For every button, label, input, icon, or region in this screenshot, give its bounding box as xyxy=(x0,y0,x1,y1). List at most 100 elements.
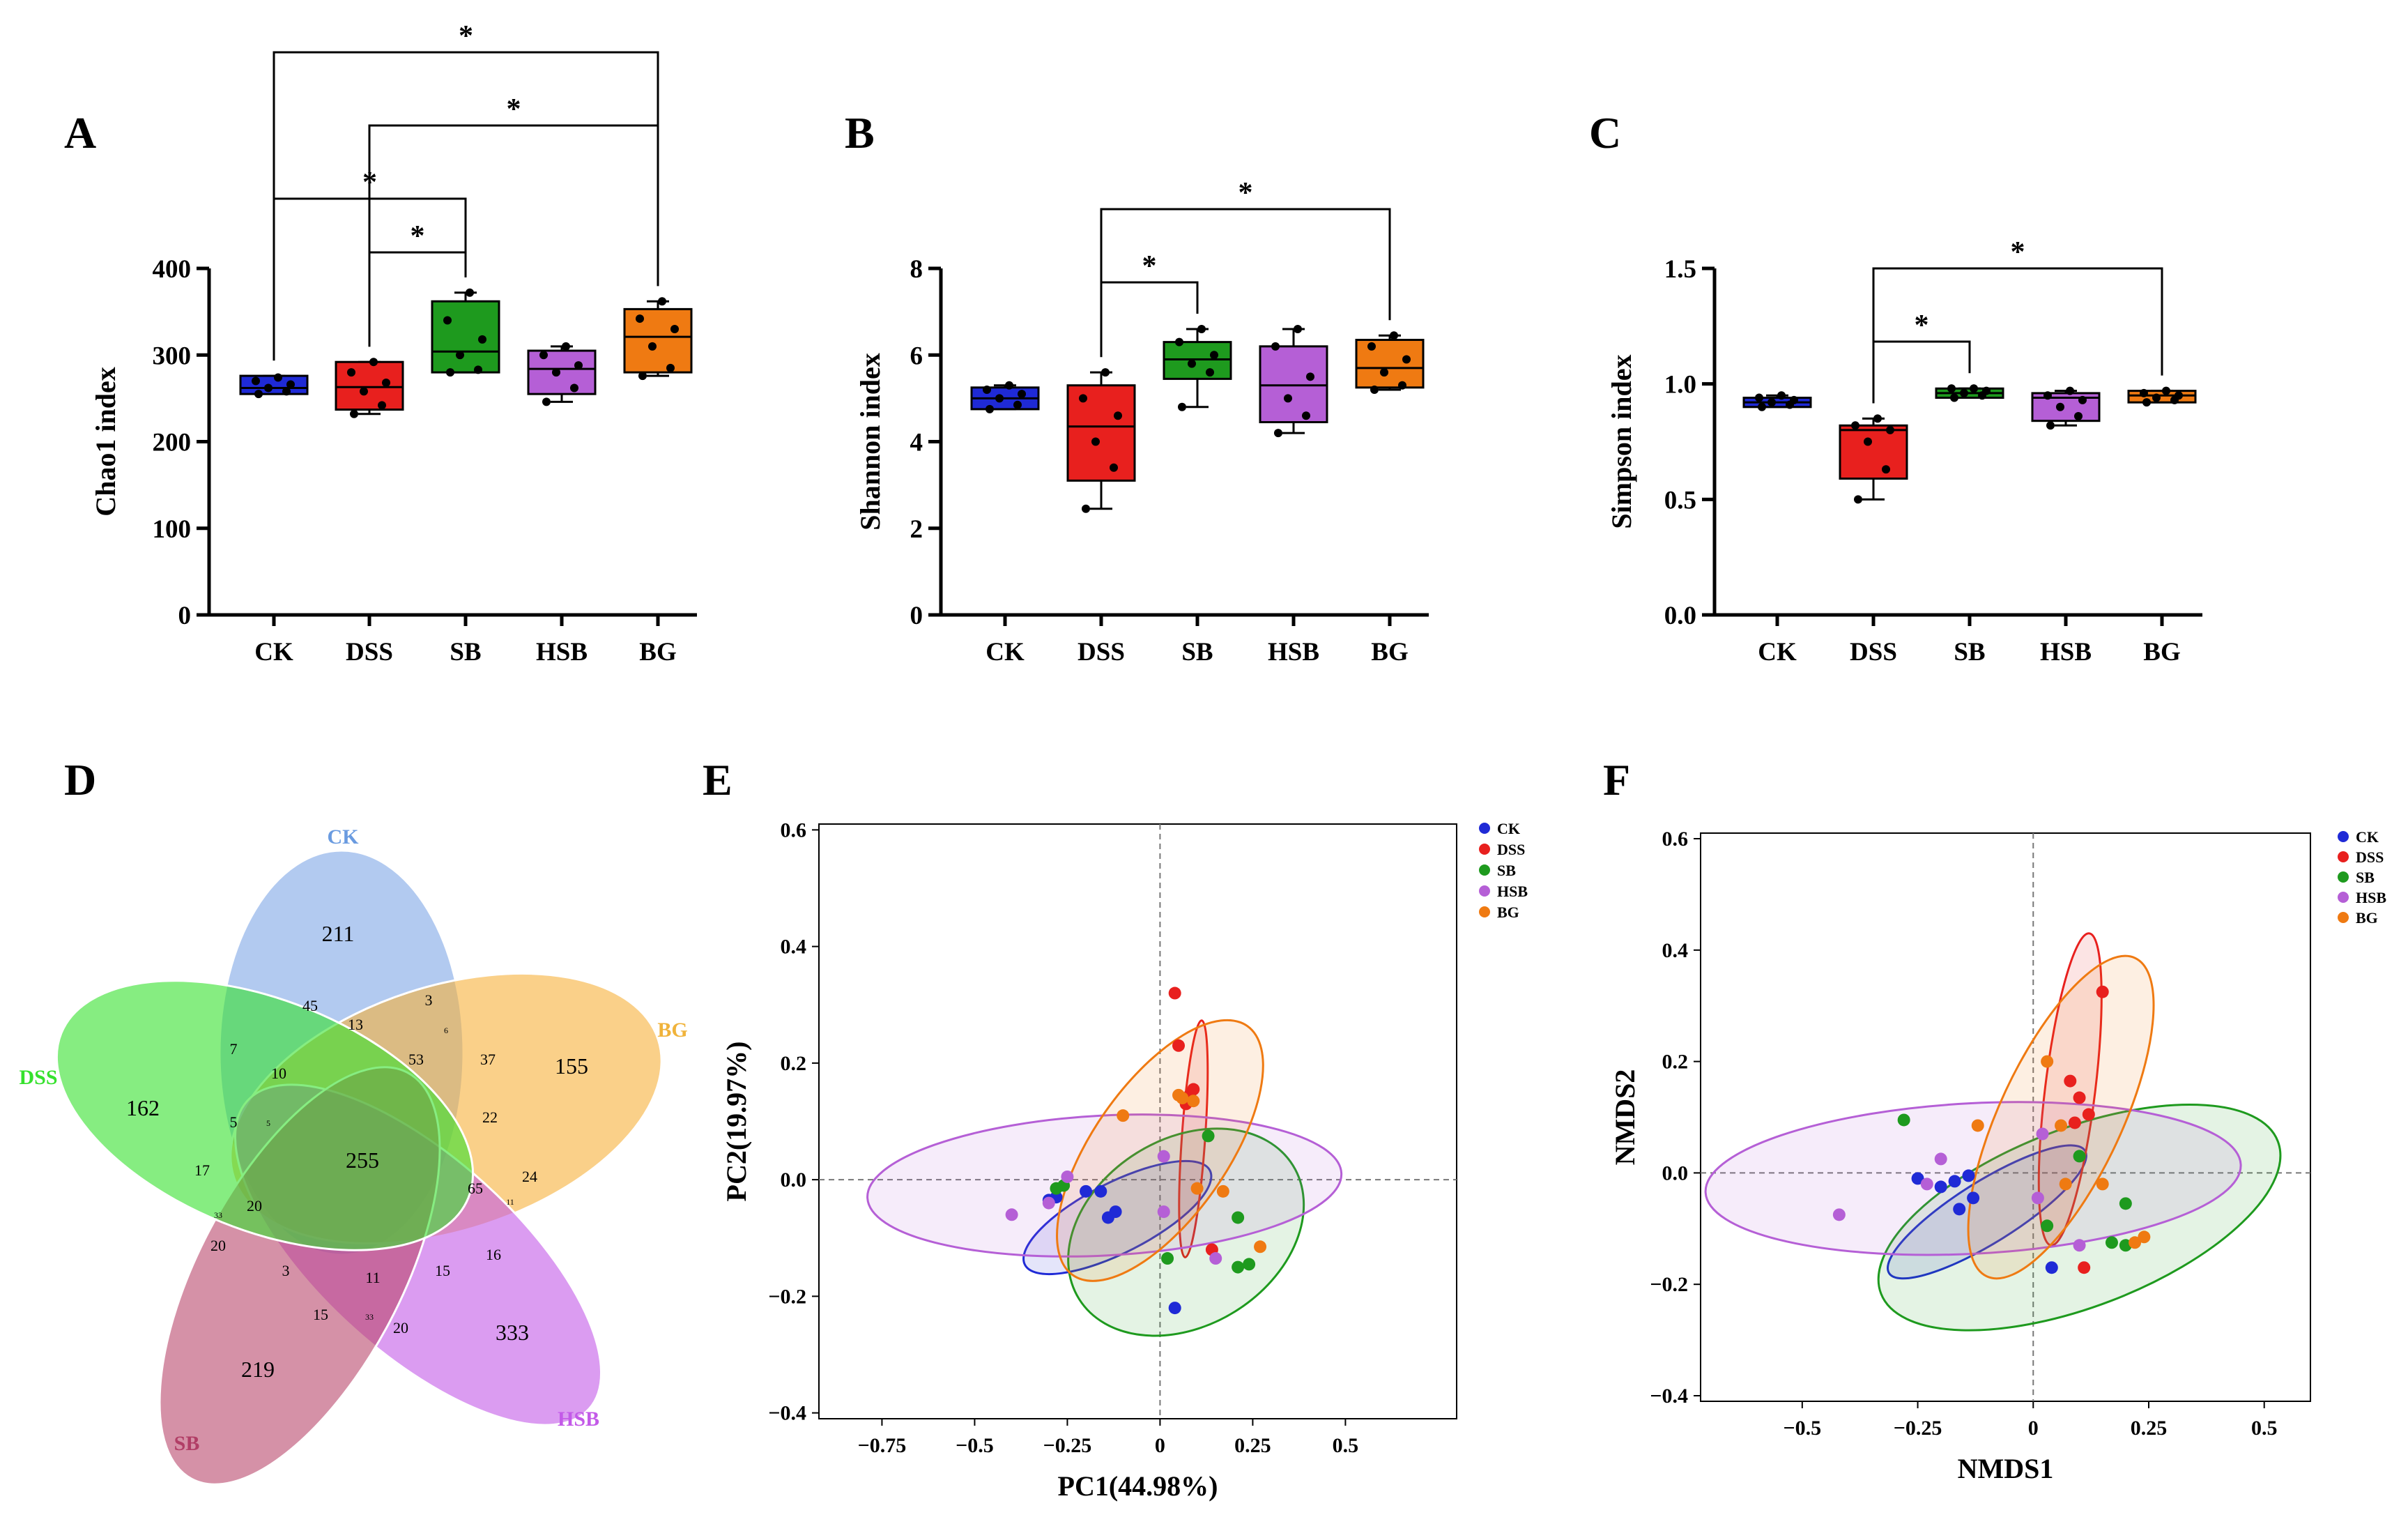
legend-label: BG xyxy=(2356,909,2378,927)
y-tick-label: 0.6 xyxy=(781,818,807,841)
sample-point-hsb xyxy=(2073,1239,2086,1252)
x-tick-label: 0.5 xyxy=(1333,1434,1359,1457)
data-point xyxy=(456,351,464,360)
significance-bracket xyxy=(1100,281,1199,358)
y-axis-label: Shannon index xyxy=(854,353,886,531)
data-point xyxy=(1864,437,1872,446)
box-sb xyxy=(431,300,500,374)
significance-bracket xyxy=(368,251,467,347)
y-tick-label: 0.0 xyxy=(1664,602,1696,630)
venn-count: 20 xyxy=(210,1237,226,1254)
x-tick-label: 0 xyxy=(1155,1434,1165,1457)
y-tick-label: 0.0 xyxy=(781,1168,807,1191)
venn-petal-dss xyxy=(55,980,475,1251)
box-dss xyxy=(1066,384,1136,482)
panel-label-f: F xyxy=(1603,755,1630,805)
x-tick-label: 0.25 xyxy=(1234,1434,1271,1457)
data-point xyxy=(1110,463,1118,472)
data-point xyxy=(1873,414,1882,423)
venn-count: 20 xyxy=(393,1319,408,1336)
plot-frame xyxy=(1700,832,2311,1402)
data-point xyxy=(1294,324,1302,333)
venn-count: 16 xyxy=(486,1246,501,1263)
venn-label-hsb: HSB xyxy=(558,1408,599,1431)
data-point xyxy=(252,376,260,386)
x-tick-label: BG xyxy=(2143,638,2180,666)
legend-label: DSS xyxy=(2356,848,2384,866)
data-point xyxy=(466,288,474,297)
sample-point-hsb xyxy=(1061,1170,1074,1183)
venn-count: 6 xyxy=(444,1026,448,1035)
legend-label: CK xyxy=(2356,828,2379,846)
x-tick-label: BG xyxy=(639,638,676,666)
significance-star: * xyxy=(1142,250,1157,282)
confidence-ellipse-hsb xyxy=(866,1113,1343,1258)
venn-count: 219 xyxy=(241,1357,275,1382)
sample-point-ck xyxy=(1094,1184,1107,1198)
legend-label: BG xyxy=(1497,904,1519,921)
data-point xyxy=(638,372,647,381)
sample-point-bg xyxy=(2138,1230,2151,1244)
data-point xyxy=(562,342,570,351)
sample-point-bg xyxy=(1216,1184,1229,1198)
panel-label-e: E xyxy=(703,755,733,805)
box-dss xyxy=(1839,424,1908,480)
sample-point-hsb xyxy=(1832,1208,1846,1221)
sample-point-bg xyxy=(1971,1119,1984,1132)
significance-star: * xyxy=(1238,177,1253,209)
data-point xyxy=(1302,411,1310,420)
y-tick-label: 0 xyxy=(910,602,923,630)
sample-point-ck xyxy=(1109,1205,1122,1219)
y-tick-label: −0.2 xyxy=(768,1285,806,1308)
y-axis-label: Simpson index xyxy=(1606,354,1637,528)
data-point xyxy=(1178,402,1186,411)
venn-count: 45 xyxy=(302,997,318,1014)
x-axis-label: PC1(44.98%) xyxy=(1058,1470,1218,1502)
x-tick-label: DSS xyxy=(1078,638,1125,666)
venn-count: 255 xyxy=(346,1148,379,1173)
venn-count: 333 xyxy=(496,1320,529,1345)
x-tick-label: HSB xyxy=(1268,638,1319,666)
legend-marker-sb xyxy=(1479,864,1490,876)
sample-point-bg xyxy=(2096,1178,2109,1191)
x-tick-label: CK xyxy=(254,638,293,666)
sample-point-dss xyxy=(1172,1039,1186,1052)
data-point xyxy=(1947,384,1956,393)
venn-count: 22 xyxy=(482,1108,498,1126)
y-tick-label: −0.2 xyxy=(1650,1273,1688,1296)
y-tick-label: 100 xyxy=(153,515,192,544)
sample-point-dss xyxy=(2078,1261,2091,1274)
data-point xyxy=(264,383,273,393)
y-tick-label: 0.2 xyxy=(1662,1051,1689,1074)
data-point xyxy=(986,404,994,413)
data-point xyxy=(1402,355,1411,364)
venn-count: 155 xyxy=(555,1053,588,1079)
data-point xyxy=(1854,495,1862,504)
sample-point-ck xyxy=(1911,1172,1924,1185)
data-point xyxy=(2074,412,2083,421)
venn-count: 7 xyxy=(230,1040,238,1058)
sample-point-dss xyxy=(2064,1074,2077,1088)
data-point xyxy=(2152,393,2161,402)
sample-point-bg xyxy=(1176,1092,1189,1105)
venn-label-bg: BG xyxy=(657,1019,687,1042)
sample-point-ck xyxy=(1948,1175,1961,1188)
legend-marker-ck xyxy=(1479,823,1490,834)
y-tick-label: 300 xyxy=(153,342,192,370)
legend-marker-dss xyxy=(2338,851,2349,862)
data-point xyxy=(1114,411,1122,420)
data-point xyxy=(1755,393,1763,402)
venn-count: 53 xyxy=(408,1051,424,1068)
legend-label: SB xyxy=(2356,869,2375,886)
sample-point-ck xyxy=(1934,1180,1947,1194)
significance-star: * xyxy=(507,93,521,125)
data-point xyxy=(636,314,644,323)
significance-star: * xyxy=(2011,236,2025,268)
x-tick-label: CK xyxy=(986,638,1025,666)
data-point xyxy=(378,401,386,410)
x-tick-label: HSB xyxy=(2040,638,2092,666)
venn-count: 20 xyxy=(247,1197,262,1214)
y-tick-label: 4 xyxy=(910,429,923,457)
y-tick-label: 0.2 xyxy=(781,1052,807,1075)
legend-label: HSB xyxy=(1497,883,1528,900)
